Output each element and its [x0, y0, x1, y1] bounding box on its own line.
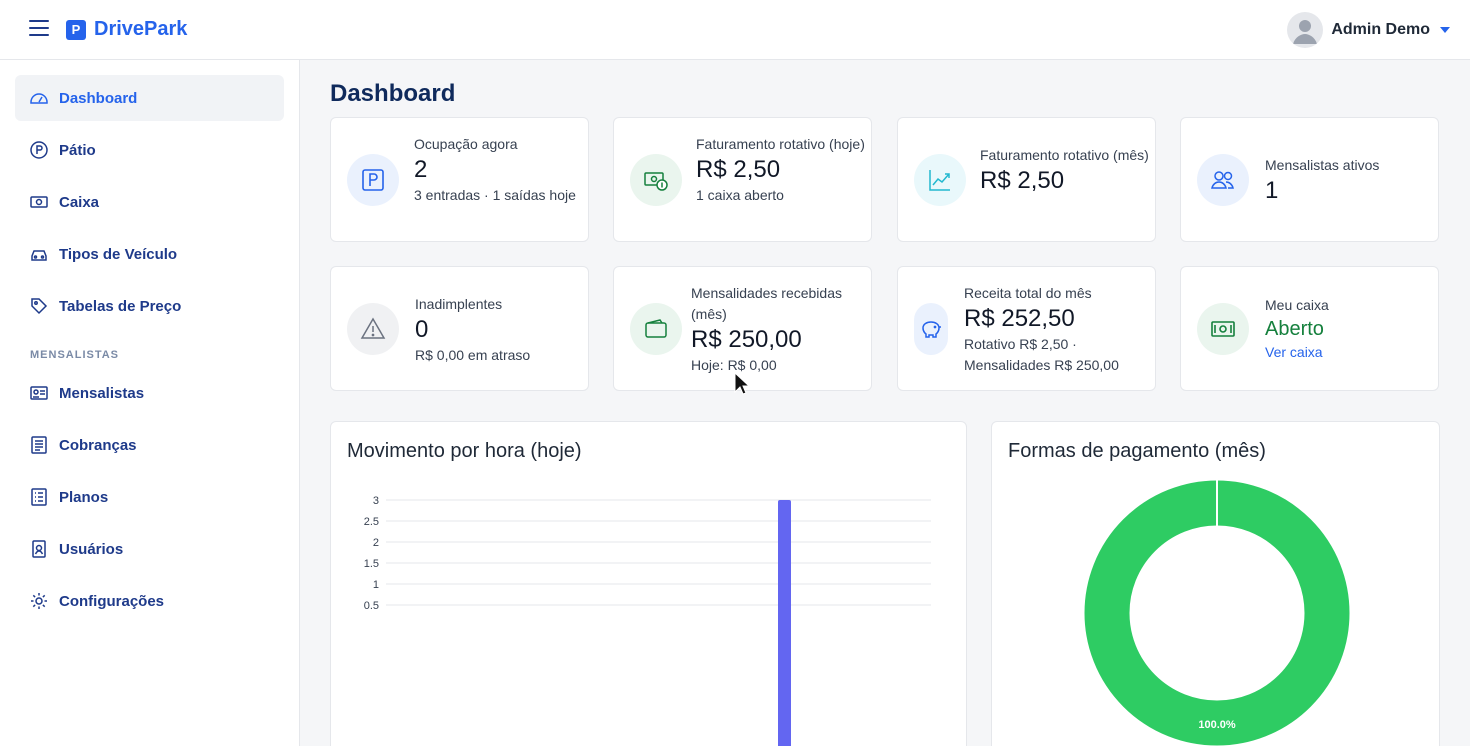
sidebar-item-patio[interactable]: Pátio: [15, 127, 284, 173]
card-sub: 3 entradas · 1 saídas hoje: [414, 187, 576, 203]
sidebar-item-dashboard[interactable]: Dashboard: [15, 75, 284, 121]
sidebar-item-usuarios[interactable]: Usuários: [15, 526, 284, 572]
card-label: Receita total do mês: [964, 285, 1092, 301]
sidebar-item-label: Pátio: [59, 141, 96, 159]
sidebar-item-label: Usuários: [59, 540, 124, 558]
sidebar-item-cobrancas[interactable]: Cobranças: [15, 422, 284, 468]
sidebar-item-label: Tabelas de Preço: [59, 297, 182, 315]
card-label: Ocupação agora: [414, 136, 518, 152]
brand-name: DrivePark: [94, 18, 188, 40]
card-value: R$ 2,50: [980, 167, 1065, 194]
y-tick-label: 2.5: [364, 516, 379, 528]
sidebar-item-label: Dashboard: [59, 89, 138, 107]
card-ocupacao: Ocupação agora 2 3 entradas · 1 saídas h…: [330, 117, 589, 242]
avatar-icon: [1287, 12, 1324, 48]
chart-movimento-panel: Movimento por hora (hoje) 0.5 1 1.5 2 2.5 3: [330, 421, 967, 746]
caixa-status: Aberto: [1265, 318, 1324, 340]
sidebar: Dashboard Pátio Caixa Tipos de Veículo T…: [0, 60, 300, 746]
card-sub: Rotativo R$ 2,50 · Mensalidades R$ 250,0…: [964, 336, 1119, 373]
card-mensalidades-recebidas: Mensalidades recebidas (mês) R$ 250,00 H…: [613, 266, 872, 391]
brand-logo-icon: P: [66, 19, 86, 40]
parking-circle-icon: [29, 140, 49, 160]
card-label: Mensalidades recebidas (mês): [691, 285, 842, 322]
menu-icon[interactable]: [29, 20, 49, 38]
y-tick-label: 3: [373, 495, 379, 507]
sidebar-item-label: Tipos de Veículo: [59, 245, 178, 263]
piggy-bank-icon: [914, 303, 948, 355]
sidebar-item-label: Planos: [59, 488, 109, 506]
sidebar-item-label: Mensalistas: [59, 384, 145, 402]
chevron-down-icon: [1440, 27, 1450, 33]
slice-label: 100.0%: [1198, 719, 1236, 731]
id-card-icon: [29, 383, 49, 403]
sidebar-item-caixa[interactable]: Caixa: [15, 179, 284, 225]
user-menu[interactable]: Admin Demo: [1287, 12, 1450, 48]
chart-pagamento-panel: Formas de pagamento (mês) 100.0%: [991, 421, 1440, 746]
pie-slice[interactable]: [1084, 480, 1350, 746]
card-inadimplentes: Inadimplentes 0 R$ 0,00 em atraso: [330, 266, 589, 391]
y-tick-label: 0.5: [364, 600, 379, 612]
user-badge-icon: [29, 539, 49, 559]
list-icon: [29, 487, 49, 507]
gear-icon: [29, 591, 49, 611]
card-value: R$ 252,50: [964, 305, 1075, 332]
bar[interactable]: [778, 500, 791, 746]
card-faturamento-hoje: Faturamento rotativo (hoje) R$ 2,50 1 ca…: [613, 117, 872, 242]
warning-icon: [347, 303, 399, 355]
card-meu-caixa: Meu caixa Aberto Ver caixa: [1180, 266, 1439, 391]
card-label: Mensalistas ativos: [1265, 157, 1380, 173]
card-value: 1: [1265, 177, 1279, 204]
brand[interactable]: P DrivePark: [66, 18, 187, 41]
y-tick-label: 2: [373, 537, 379, 549]
mouse-cursor-icon: [734, 372, 750, 395]
user-name: Admin Demo: [1331, 21, 1430, 38]
receipt-icon: [29, 435, 49, 455]
sidebar-item-configuracoes[interactable]: Configurações: [15, 578, 284, 624]
car-icon: [29, 244, 49, 264]
sidebar-item-label: Configurações: [59, 592, 165, 610]
card-value: 2: [414, 156, 428, 183]
sidebar-section-label: MENSALISTAS: [30, 349, 120, 361]
card-value: R$ 2,50: [696, 156, 781, 183]
sidebar-item-tipos-veiculo[interactable]: Tipos de Veículo: [15, 231, 284, 277]
page-title: Dashboard: [330, 80, 456, 107]
y-tick-label: 1.5: [364, 558, 379, 570]
parking-icon: [347, 154, 399, 206]
wallet-icon: [630, 303, 682, 355]
sidebar-item-label: Caixa: [59, 193, 100, 211]
bar-chart: 0.5 1 1.5 2 2.5 3: [364, 495, 931, 746]
card-faturamento-mes: Faturamento rotativo (mês) R$ 2,50: [897, 117, 1156, 242]
tag-icon: [29, 296, 49, 316]
ver-caixa-link[interactable]: Ver caixa: [1265, 344, 1323, 360]
gauge-icon: [29, 88, 49, 108]
card-value: R$ 250,00: [691, 326, 802, 353]
sidebar-item-label: Cobranças: [59, 436, 137, 454]
card-sub: R$ 0,00 em atraso: [415, 347, 531, 363]
sidebar-item-planos[interactable]: Planos: [15, 474, 284, 520]
card-sub: Hoje: R$ 0,00: [691, 357, 777, 373]
chart-title: Movimento por hora (hoje): [347, 440, 582, 462]
y-tick-label: 1: [373, 579, 379, 591]
top-bar: P DrivePark Admin Demo: [0, 0, 1470, 60]
card-label: Faturamento rotativo (mês): [980, 147, 1149, 163]
cash-icon: [29, 192, 49, 212]
donut-chart: 100.0%: [1084, 480, 1350, 746]
sidebar-item-mensalistas[interactable]: Mensalistas: [15, 370, 284, 416]
chart-title: Formas de pagamento (mês): [1008, 440, 1266, 462]
trend-icon: [914, 154, 966, 206]
sidebar-item-tabelas-preco[interactable]: Tabelas de Preço: [15, 283, 284, 329]
card-sub: 1 caixa aberto: [696, 187, 784, 203]
card-label: Faturamento rotativo (hoje): [696, 136, 865, 152]
card-value: 0: [415, 316, 429, 343]
users-icon: [1197, 154, 1249, 206]
card-label: Inadimplentes: [415, 296, 503, 312]
card-receita-total: Receita total do mês R$ 252,50 Rotativo …: [897, 266, 1156, 391]
card-label: Meu caixa: [1265, 297, 1329, 313]
money-icon: [630, 154, 682, 206]
card-mensalistas-ativos: Mensalistas ativos 1: [1180, 117, 1439, 242]
cash-register-icon: [1197, 303, 1249, 355]
